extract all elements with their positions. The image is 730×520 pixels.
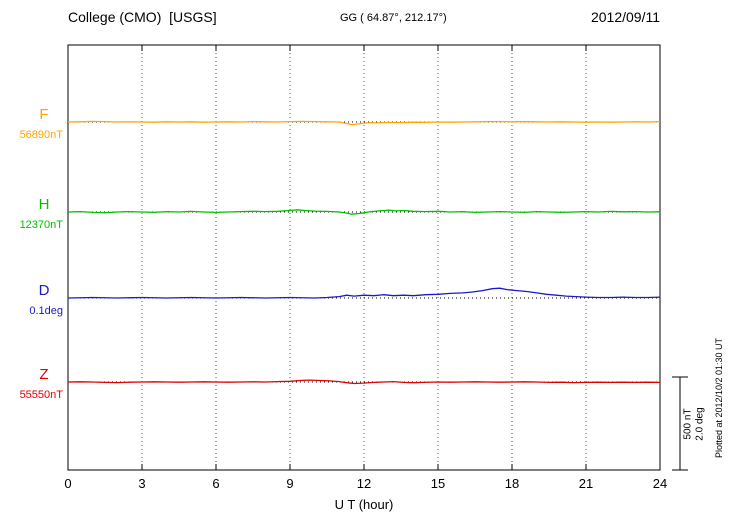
plotted-at-note: Plotted at 2012/10/2 01:30 UT bbox=[714, 337, 724, 459]
plot-title: College (CMO) [USGS] bbox=[68, 9, 217, 25]
plot-date: 2012/09/11 bbox=[590, 9, 660, 25]
scale-bar-deg-label: 2.0 deg bbox=[694, 407, 706, 441]
x-tick-label: 21 bbox=[579, 476, 593, 491]
series-value-H: 12370nT bbox=[20, 219, 64, 231]
series-value-D: 0.1deg bbox=[29, 305, 63, 317]
x-tick-label: 12 bbox=[357, 476, 371, 491]
trace-F bbox=[67, 120, 661, 126]
x-tick-label: 9 bbox=[286, 476, 293, 491]
x-tick-label: 6 bbox=[212, 476, 219, 491]
x-tick-label: 3 bbox=[138, 476, 145, 491]
scale-bar-nt-label: 500 nT bbox=[682, 408, 694, 440]
gg-coordinates: GG ( 64.87°, 212.17°) bbox=[340, 12, 447, 24]
x-tick-label: 18 bbox=[505, 476, 519, 491]
x-tick-label: 24 bbox=[653, 476, 667, 491]
series-name-Z: Z bbox=[39, 366, 48, 383]
series-name-H: H bbox=[39, 196, 50, 213]
series-value-Z: 55550nT bbox=[20, 389, 64, 401]
series-name-D: D bbox=[39, 282, 50, 299]
trace-H bbox=[67, 209, 661, 215]
series-value-F: 56890nT bbox=[20, 129, 64, 141]
series-name-F: F bbox=[39, 106, 48, 123]
x-tick-label: 15 bbox=[431, 476, 445, 491]
trace-Z bbox=[67, 379, 661, 385]
x-tick-label: 0 bbox=[64, 476, 71, 491]
x-axis-label: U T (hour) bbox=[334, 497, 394, 512]
trace-D bbox=[67, 287, 661, 299]
